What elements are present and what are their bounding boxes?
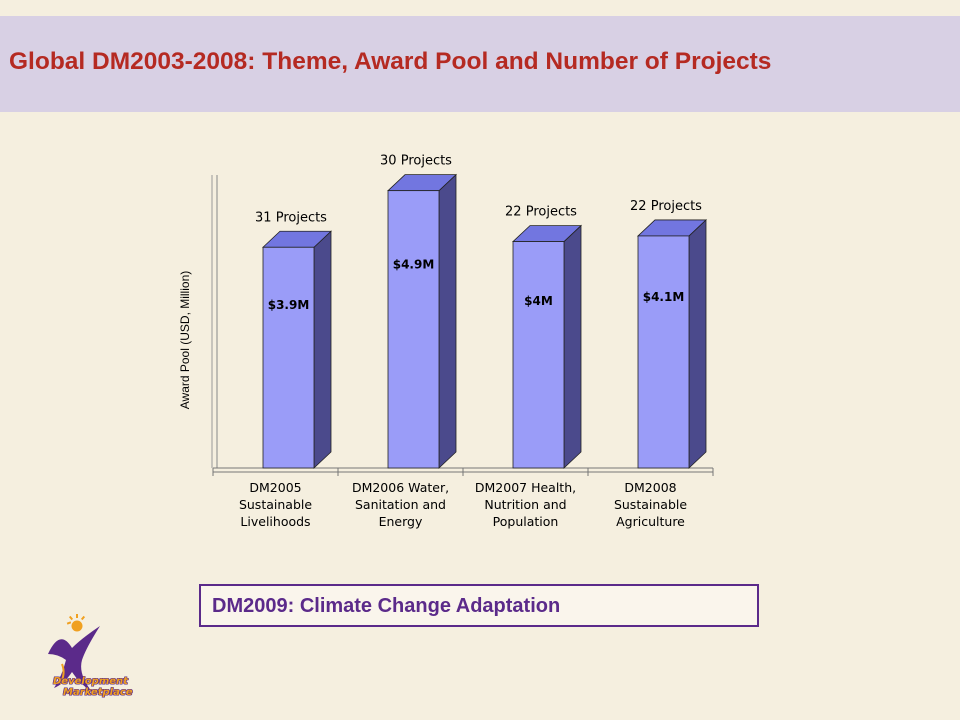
- category-tick-label: Sustainable: [239, 497, 312, 512]
- bar-side: [688, 219, 707, 469]
- category-tick-label: Sustainable: [614, 497, 687, 512]
- project-count-label: 31 Projects: [255, 210, 327, 225]
- bar-value-label: $4.1M: [643, 290, 685, 304]
- project-count-label: 22 Projects: [630, 199, 702, 214]
- y-axis-label: Award Pool (USD, Million): [178, 271, 192, 410]
- header-banner: [0, 16, 960, 112]
- bar-side: [563, 224, 582, 469]
- chart-axes: [211, 175, 714, 476]
- callout-text: DM2009: Climate Change Adaptation: [212, 595, 561, 617]
- sun-icon: [66, 614, 86, 632]
- category-tick-label: DM2006 Water,: [352, 480, 449, 495]
- bar-value-label: $3.9M: [268, 298, 310, 312]
- category-tick-label: Livelihoods: [240, 514, 310, 529]
- bar-value-label: $4.9M: [393, 257, 435, 271]
- category-tick-label: DM2007 Health,: [475, 480, 576, 495]
- category-tick-label: Agriculture: [616, 514, 685, 529]
- bar-value-label: $4M: [524, 294, 553, 308]
- next-competition-callout: DM2009: Climate Change Adaptation: [199, 584, 759, 627]
- bar: [512, 241, 565, 469]
- project-count-label: 30 Projects: [380, 154, 452, 169]
- chart-bars: [261, 173, 708, 469]
- bar: [387, 190, 440, 469]
- bar-side: [313, 230, 332, 469]
- logo-text-development: Development: [53, 676, 128, 687]
- category-tick-label: Nutrition and: [484, 497, 566, 512]
- page-title: Global DM2003-2008: Theme, Award Pool an…: [9, 48, 772, 75]
- chart-labels: Award Pool (USD, Million) $3.9M 31 Project…: [178, 154, 702, 529]
- bar-side: [438, 173, 457, 469]
- logo-text-marketplace: Marketplace: [63, 687, 133, 698]
- bar: [262, 246, 315, 469]
- project-count-label: 22 Projects: [505, 205, 577, 220]
- development-marketplace-logo: Development Marketplace: [40, 614, 140, 704]
- category-tick-label: DM2008: [624, 480, 676, 495]
- category-tick-label: Population: [493, 514, 559, 529]
- category-tick-label: DM2005: [249, 480, 301, 495]
- logo-figure-icon: [48, 614, 100, 692]
- category-tick-label: Energy: [379, 514, 423, 529]
- bar: [637, 235, 690, 469]
- category-tick-label: Sanitation and: [355, 497, 446, 512]
